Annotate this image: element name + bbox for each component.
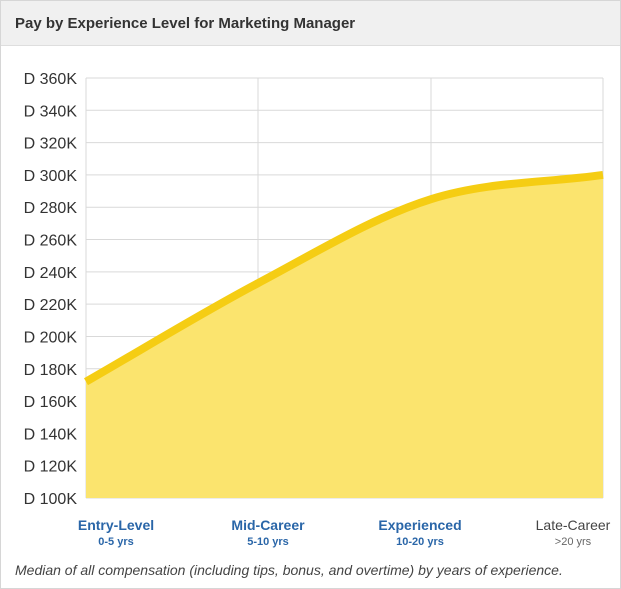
area-chart: D 360K D 340K D 320K D 300K D 280K D 260K D 24… bbox=[24, 71, 604, 508]
y-tick-label: D 260K bbox=[24, 233, 78, 250]
y-tick-label: D 120K bbox=[24, 459, 78, 476]
series-line bbox=[84, 170, 604, 386]
y-tick-label: D 220K bbox=[24, 297, 78, 314]
y-tick-label: D 180K bbox=[24, 362, 78, 379]
x-category-entry-level[interactable]: Entry-Level 0-5 yrs bbox=[41, 517, 191, 548]
y-tick-label: D 300K bbox=[24, 168, 78, 185]
y-tick-label: D 280K bbox=[24, 200, 78, 217]
x-category-label: Late-Career bbox=[535, 517, 611, 533]
y-tick-label: D 240K bbox=[24, 265, 78, 282]
chart-caption: Median of all compensation (including ti… bbox=[15, 562, 563, 578]
x-category-label: Experienced bbox=[378, 517, 462, 533]
x-category-sublabel: >20 yrs bbox=[554, 536, 592, 548]
x-category-mid-career[interactable]: Mid-Career 5-10 yrs bbox=[193, 517, 343, 548]
x-category-experienced[interactable]: Experienced 10-20 yrs bbox=[345, 517, 495, 548]
x-category-sublabel: 0-5 yrs bbox=[98, 536, 134, 548]
y-tick-label: D 340K bbox=[24, 103, 78, 120]
y-tick-label: D 140K bbox=[24, 426, 78, 443]
x-category-late-career: Late-Career >20 yrs bbox=[498, 517, 621, 548]
x-category-sublabel: 10-20 yrs bbox=[396, 536, 444, 548]
y-tick-label: D 100K bbox=[24, 491, 78, 508]
chart-title: Pay by Experience Level for Marketing Ma… bbox=[15, 15, 356, 32]
area-fill bbox=[86, 174, 603, 498]
y-tick-label: D 200K bbox=[24, 329, 78, 346]
x-category-label: Mid-Career bbox=[231, 517, 305, 533]
y-tick-label: D 320K bbox=[24, 136, 78, 153]
card-header: Pay by Experience Level for Marketing Ma… bbox=[1, 1, 620, 46]
x-category-label: Entry-Level bbox=[77, 517, 155, 533]
y-tick-label: D 360K bbox=[24, 71, 78, 88]
x-category-sublabel: 5-10 yrs bbox=[247, 536, 289, 548]
y-tick-label: D 160K bbox=[24, 394, 78, 411]
